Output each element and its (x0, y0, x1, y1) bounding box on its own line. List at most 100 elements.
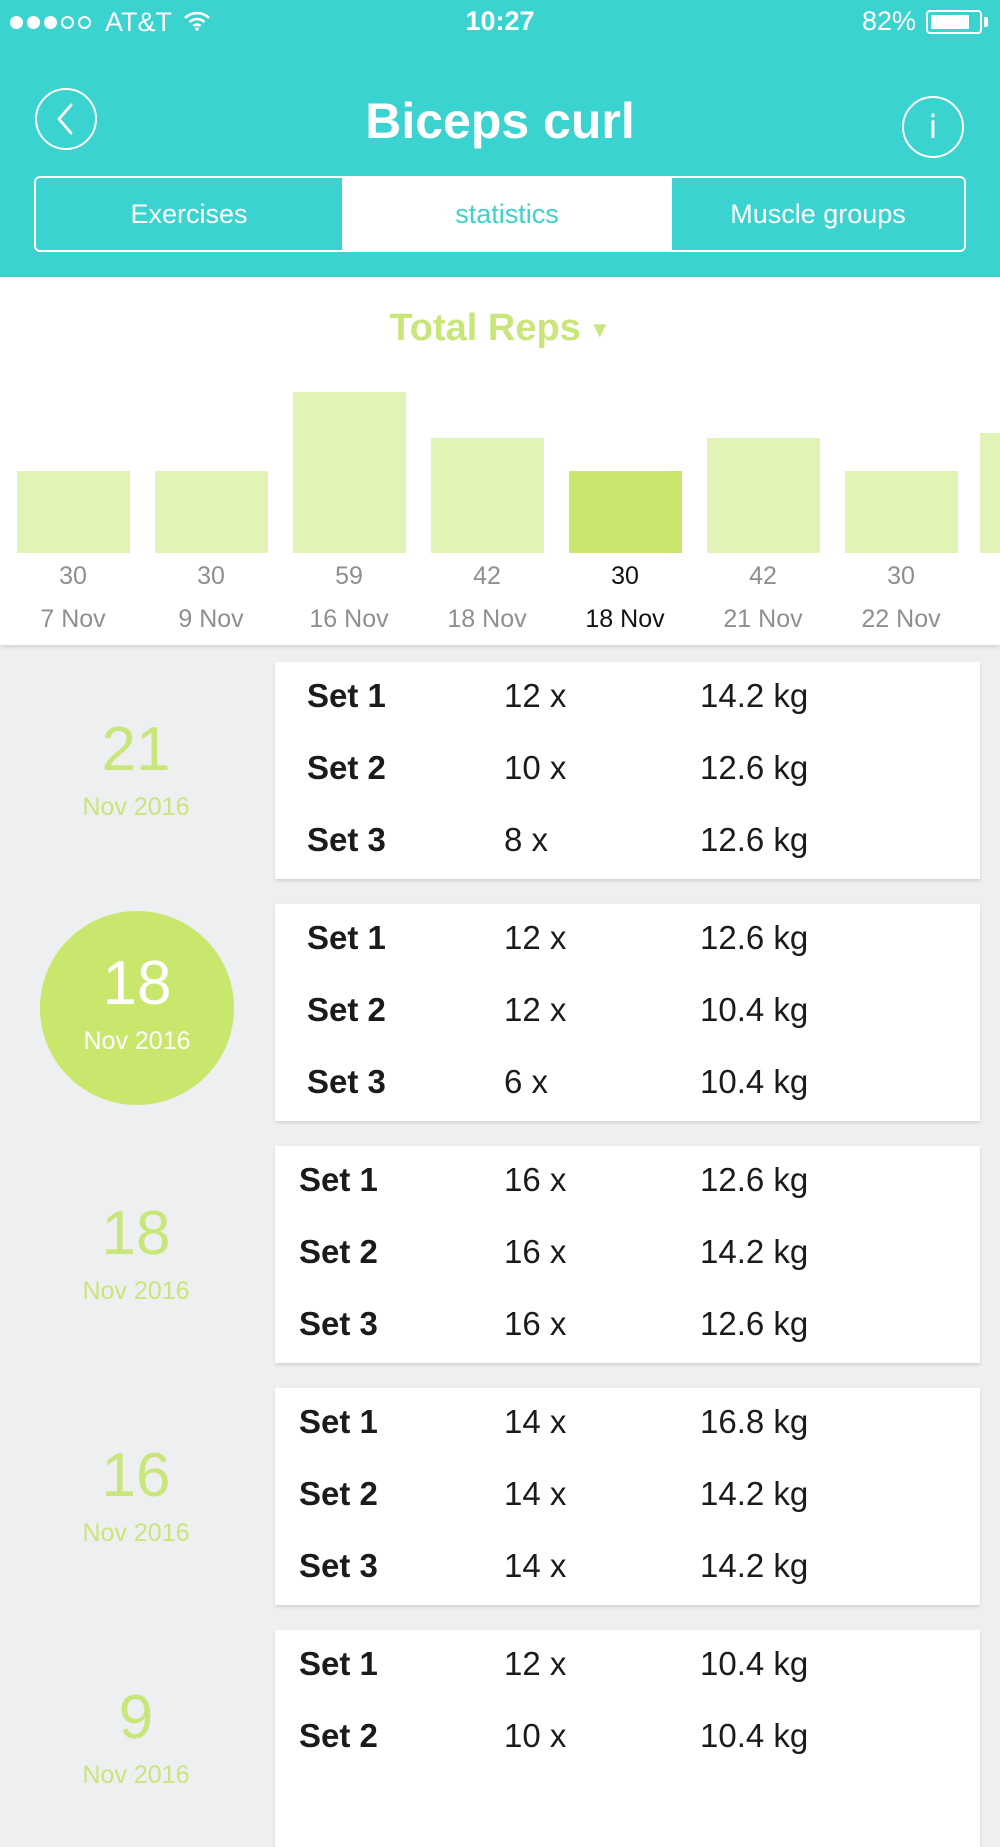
set-weight: 10.4 kg (700, 1063, 809, 1100)
workout-session[interactable]: 18 Nov 2016 Set 1 16 x 12.6 kg Set 2 16 x 14.2 … (0, 1146, 1000, 1363)
status-bar: AT&T 10:27 82% (0, 0, 1000, 42)
set-reps: 14 x (504, 1475, 567, 1512)
signal-dot (78, 16, 91, 29)
set-label: Set 1 (299, 1645, 378, 1682)
set-weight: 12.6 kg (700, 919, 809, 956)
bar-value-label: 30 (59, 562, 87, 590)
signal-strength-icon (10, 16, 95, 29)
session-day: 9 (118, 1683, 154, 1752)
set-reps: 10 x (504, 1717, 567, 1754)
workout-session[interactable]: 9 Nov 2016 Set 1 12 x 10.4 kg Set 2 10 x 10.4 k… (0, 1630, 1000, 1847)
chart-bar[interactable] (155, 471, 268, 553)
session-month-year: Nov 2016 (83, 1027, 191, 1055)
set-row: Set 1 12 x 14.2 kg (275, 677, 980, 717)
caret-down-icon: ▼ (588, 316, 611, 342)
set-label: Set 2 (307, 991, 386, 1028)
chart-bar[interactable] (293, 392, 406, 553)
info-icon: i (928, 108, 938, 146)
tab-exercises[interactable]: Exercises (130, 198, 248, 229)
set-row: Set 1 12 x 12.6 kg (275, 919, 980, 959)
chart-bar-offscreen[interactable] (980, 433, 1000, 553)
chart-bar[interactable] (845, 471, 958, 553)
set-reps: 12 x (504, 677, 567, 714)
workout-session[interactable]: 18 Nov 2016 Set 1 12 x 12.6 kg Set 2 12 x 10.4 … (0, 904, 1000, 1121)
bar-value-label: 30 (887, 562, 915, 590)
session-date[interactable]: 16 Nov 2016 (0, 1445, 272, 1548)
set-weight: 10.4 kg (700, 1645, 809, 1682)
metric-selector[interactable]: Total Reps ▼ (0, 307, 1000, 350)
back-button[interactable] (35, 88, 97, 150)
session-month-year: Nov 2016 (82, 1761, 190, 1789)
set-label: Set 3 (307, 1063, 386, 1100)
session-date[interactable]: 18 Nov 2016 (0, 1203, 272, 1306)
set-label: Set 1 (299, 1161, 378, 1198)
signal-dot (27, 16, 40, 29)
set-weight: 10.4 kg (700, 991, 809, 1028)
set-weight: 14.2 kg (700, 1475, 809, 1512)
workout-session[interactable]: 21 Nov 2016 Set 1 12 x 14.2 kg Set 2 10 x 12.6 … (0, 662, 1000, 879)
set-weight: 10.4 kg (700, 1717, 809, 1754)
set-reps: 6 x (504, 1063, 549, 1100)
tab-statistics[interactable]: statistics (342, 178, 672, 250)
session-date[interactable]: 9 Nov 2016 (0, 1687, 272, 1790)
chart-bar[interactable] (431, 438, 544, 553)
set-label: Set 1 (307, 919, 386, 956)
bar-date-label: 22 Nov (861, 605, 941, 633)
bar-date-label: 18 Nov (585, 605, 665, 633)
set-reps: 16 x (504, 1305, 567, 1342)
set-row: Set 2 10 x 10.4 kg (275, 1717, 980, 1757)
signal-area: AT&T (10, 7, 210, 38)
info-button[interactable]: i (902, 96, 964, 158)
session-date[interactable]: 21 Nov 2016 (0, 719, 272, 822)
set-label: Set 1 (307, 677, 386, 714)
set-label: Set 2 (299, 1233, 378, 1270)
session-month-year: Nov 2016 (82, 1277, 190, 1305)
sets-card: Set 1 14 x 16.8 kg Set 2 14 x 14.2 kg Set 3 14 … (275, 1388, 980, 1605)
set-reps: 14 x (504, 1403, 567, 1440)
signal-dot (61, 16, 74, 29)
set-reps: 16 x (504, 1233, 567, 1270)
sets-card: Set 1 16 x 12.6 kg Set 2 16 x 14.2 kg Set 3 16 … (275, 1146, 980, 1363)
set-row: Set 1 14 x 16.8 kg (275, 1403, 980, 1443)
bar-date-label: 16 Nov (309, 605, 389, 633)
chart-bar[interactable] (569, 471, 682, 553)
set-weight: 14.2 kg (700, 1547, 809, 1584)
session-date-selected[interactable]: 18 Nov 2016 (40, 911, 234, 1105)
sets-card: Set 1 12 x 12.6 kg Set 2 12 x 10.4 kg Set 3 6 x… (275, 904, 980, 1121)
bar-value-label: 42 (749, 562, 777, 590)
set-row: Set 1 12 x 10.4 kg (275, 1645, 980, 1685)
set-label: Set 2 (299, 1475, 378, 1512)
workout-session[interactable]: 16 Nov 2016 Set 1 14 x 16.8 kg Set 2 14 x 14.2 … (0, 1388, 1000, 1605)
bar-value-label: 30 (611, 562, 639, 590)
carrier-name: AT&T (105, 7, 172, 37)
segmented-control: Exercises statistics Muscle groups (34, 176, 966, 252)
bar-date-label: 7 Nov (40, 605, 106, 633)
session-month-year: Nov 2016 (82, 793, 190, 821)
session-day: 18 (102, 949, 172, 1018)
chart-bar[interactable] (707, 438, 820, 553)
bar-value-label: 42 (473, 562, 501, 590)
clock: 10:27 (465, 6, 535, 36)
chart-bar[interactable] (17, 471, 130, 553)
set-label: Set 3 (299, 1547, 378, 1584)
set-weight: 16.8 kg (700, 1403, 809, 1440)
set-weight: 12.6 kg (700, 1161, 809, 1198)
sets-card: Set 1 12 x 14.2 kg Set 2 10 x 12.6 kg Set 3 8 x… (275, 662, 980, 879)
set-label: Set 3 (299, 1305, 378, 1342)
battery-icon (926, 9, 982, 34)
set-reps: 14 x (504, 1547, 567, 1584)
battery-tip (984, 16, 988, 27)
set-row: Set 3 6 x 10.4 kg (275, 1063, 980, 1103)
tab-muscle-groups[interactable]: Muscle groups (730, 198, 906, 229)
session-day: 21 (101, 715, 171, 784)
set-label: Set 3 (307, 821, 386, 858)
set-reps: 12 x (504, 1645, 567, 1682)
session-day: 18 (101, 1199, 171, 1268)
set-weight: 12.6 kg (700, 821, 809, 858)
bar-date-label: 18 Nov (447, 605, 527, 633)
set-row: Set 2 16 x 14.2 kg (275, 1233, 980, 1273)
page-title: Biceps curl (365, 93, 635, 149)
set-weight: 14.2 kg (700, 1233, 809, 1270)
set-row: Set 1 16 x 12.6 kg (275, 1161, 980, 1201)
session-day: 16 (101, 1441, 171, 1510)
